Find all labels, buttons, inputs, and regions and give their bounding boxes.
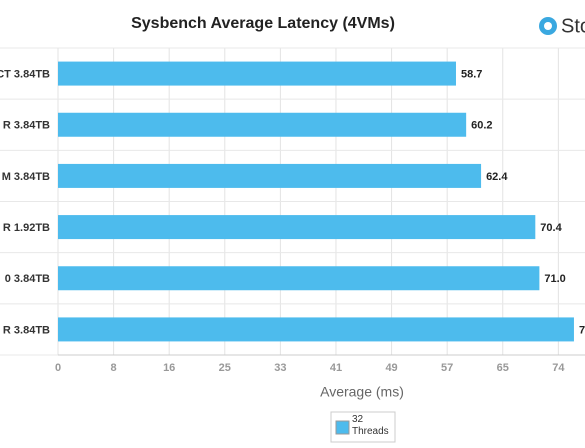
value-label: 62.4 xyxy=(486,171,508,183)
y-tick-label: 0 3.84TB xyxy=(5,273,50,285)
y-tick-label: M 3.84TB xyxy=(2,171,50,183)
value-label: 70.4 xyxy=(540,222,562,234)
logo-icon-hole xyxy=(544,22,552,30)
value-label: 76.1 xyxy=(579,324,585,336)
x-tick-label: 0 xyxy=(55,362,61,374)
value-label: 60.2 xyxy=(471,120,492,132)
x-tick-label: 57 xyxy=(441,362,453,374)
logo-text: Sto xyxy=(561,15,585,37)
value-label: 71.0 xyxy=(544,273,565,285)
x-tick-label: 16 xyxy=(163,362,175,374)
y-tick-label: CT 3.84TB xyxy=(0,68,50,80)
y-tick-label: R 3.84TB xyxy=(3,120,50,132)
value-label: 58.7 xyxy=(461,68,482,80)
legend-label-wrap: 32 Threads xyxy=(352,414,389,437)
bar xyxy=(58,163,482,188)
legend-swatch xyxy=(335,420,350,435)
x-tick-label: 65 xyxy=(497,362,509,374)
bar xyxy=(58,61,456,86)
chart-title: Sysbench Average Latency (4VMs) xyxy=(131,15,395,32)
x-tick-label: 74 xyxy=(552,362,565,374)
bar xyxy=(58,112,467,137)
bar xyxy=(58,317,574,342)
legend-label: 32 Threads xyxy=(352,414,389,437)
x-tick-label: 49 xyxy=(385,362,397,374)
y-tick-label: R 3.84TB xyxy=(3,324,50,336)
bar xyxy=(58,266,540,291)
y-tick-label: R 1.92TB xyxy=(3,222,50,234)
x-axis-label: Average (ms) xyxy=(320,384,404,400)
x-tick-label: 8 xyxy=(111,362,117,374)
x-tick-label: 33 xyxy=(274,362,286,374)
legend: 32 Threads xyxy=(330,411,396,443)
logo: Sto xyxy=(539,15,585,37)
bar xyxy=(58,215,536,240)
x-tick-label: 41 xyxy=(330,362,342,374)
x-tick-label: 25 xyxy=(219,362,231,374)
